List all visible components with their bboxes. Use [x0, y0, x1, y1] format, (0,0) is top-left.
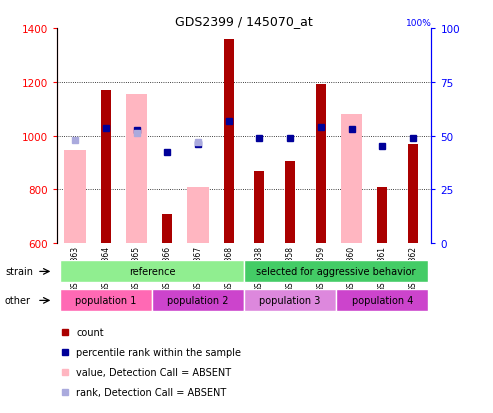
Text: other: other: [5, 296, 31, 306]
Text: population 4: population 4: [352, 295, 413, 306]
Text: population 1: population 1: [75, 295, 137, 306]
Text: selected for aggressive behavior: selected for aggressive behavior: [256, 266, 416, 277]
Bar: [60, 290, 152, 311]
Bar: [254, 171, 264, 244]
Bar: [101, 91, 111, 244]
Text: rank, Detection Call = ABSENT: rank, Detection Call = ABSENT: [76, 387, 227, 397]
Bar: [187, 188, 209, 244]
Text: 100%: 100%: [406, 19, 431, 28]
Bar: [316, 85, 326, 244]
Bar: [408, 144, 418, 244]
Bar: [244, 290, 336, 311]
Bar: [152, 290, 244, 311]
Bar: [60, 261, 244, 282]
Bar: [336, 290, 428, 311]
Bar: [162, 214, 172, 244]
Bar: [126, 95, 147, 244]
Text: count: count: [76, 328, 104, 337]
Bar: [65, 151, 86, 244]
Text: percentile rank within the sample: percentile rank within the sample: [76, 347, 242, 357]
Bar: [244, 261, 428, 282]
Title: GDS2399 / 145070_at: GDS2399 / 145070_at: [175, 15, 313, 28]
Text: strain: strain: [5, 267, 33, 277]
Bar: [341, 114, 362, 244]
Bar: [285, 162, 295, 244]
Text: population 2: population 2: [167, 295, 229, 306]
Bar: [377, 187, 387, 244]
Bar: [224, 40, 234, 244]
Text: population 3: population 3: [259, 295, 321, 306]
Text: value, Detection Call = ABSENT: value, Detection Call = ABSENT: [76, 367, 232, 377]
Text: reference: reference: [129, 266, 175, 277]
